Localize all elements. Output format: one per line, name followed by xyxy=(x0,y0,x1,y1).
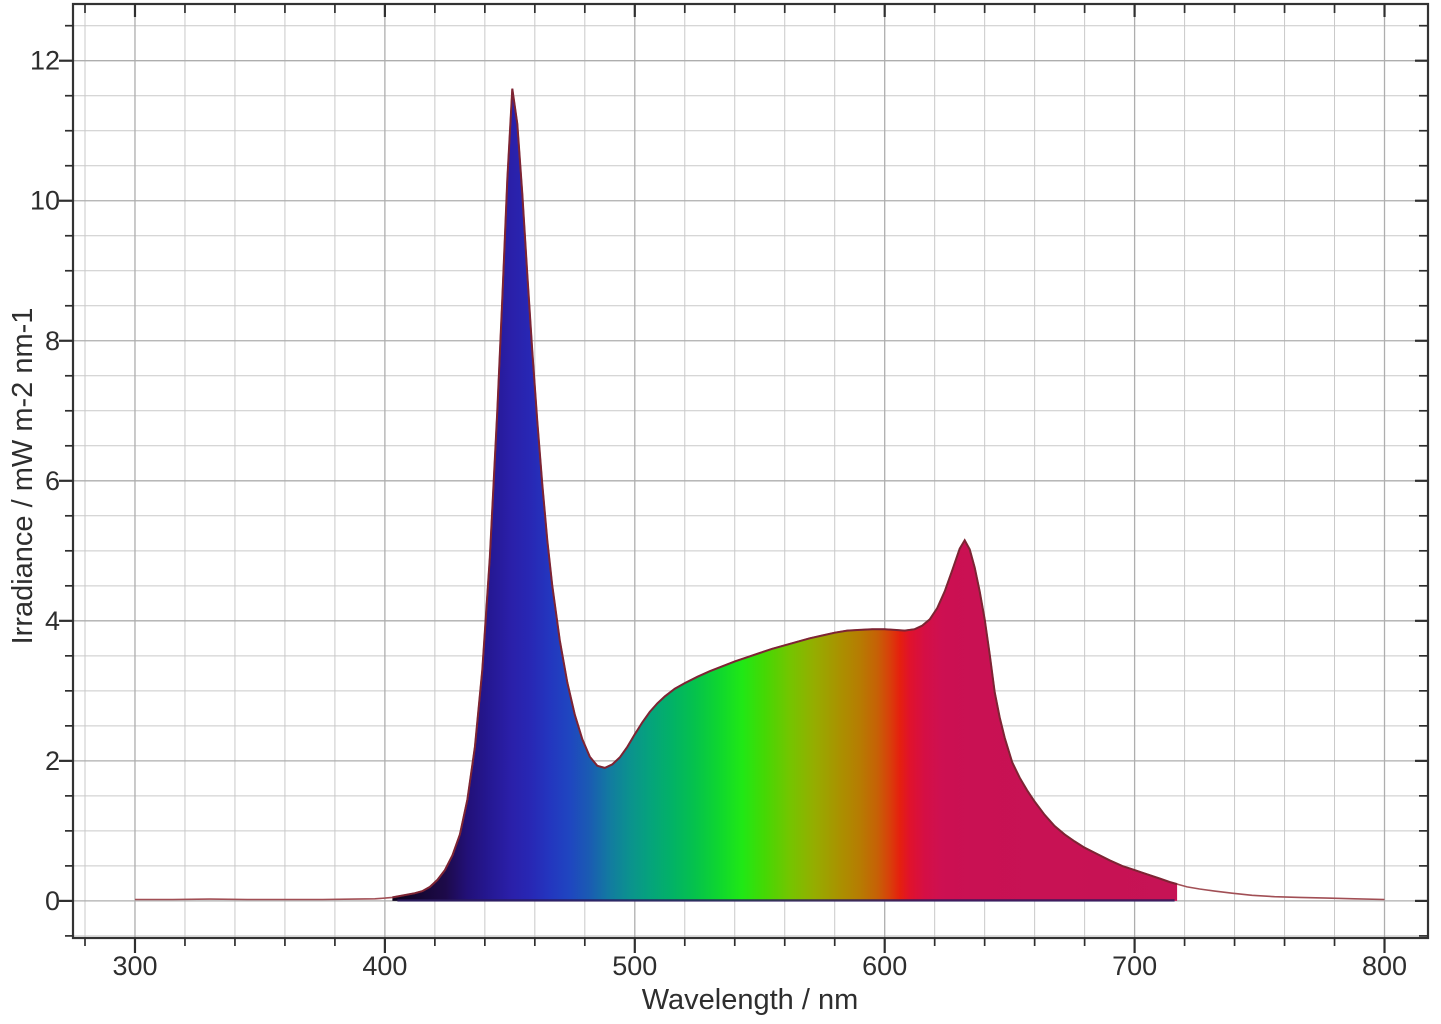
y-tick-label: 2 xyxy=(45,746,60,776)
x-tick-label: 400 xyxy=(362,951,407,981)
x-tick-label: 800 xyxy=(1362,951,1407,981)
x-axis-title: Wavelength / nm xyxy=(642,984,859,1016)
x-tick-label: 500 xyxy=(612,951,657,981)
y-tick-label: 4 xyxy=(45,606,60,636)
axis-ticks xyxy=(59,4,1428,953)
spectrum-curve-outline xyxy=(392,88,1178,899)
y-tick-label: 8 xyxy=(45,326,60,356)
y-axis-title: Irradiance / mW m-2 nm-1 xyxy=(7,308,39,645)
y-tick-labels: 0 2 4 6 8 10 12 xyxy=(30,46,60,916)
y-tick-label: 6 xyxy=(45,466,60,496)
x-tick-label: 700 xyxy=(1112,951,1157,981)
x-tick-labels: 300 400 500 600 700 800 xyxy=(112,951,1407,981)
y-tick-label: 10 xyxy=(30,186,60,216)
y-tick-label: 12 xyxy=(30,46,60,76)
x-tick-label: 600 xyxy=(862,951,907,981)
plot-frame xyxy=(71,2,1430,940)
spectrum-area-fill xyxy=(392,88,1178,901)
y-tick-label: 0 xyxy=(45,886,60,916)
x-tick-label: 300 xyxy=(112,951,157,981)
